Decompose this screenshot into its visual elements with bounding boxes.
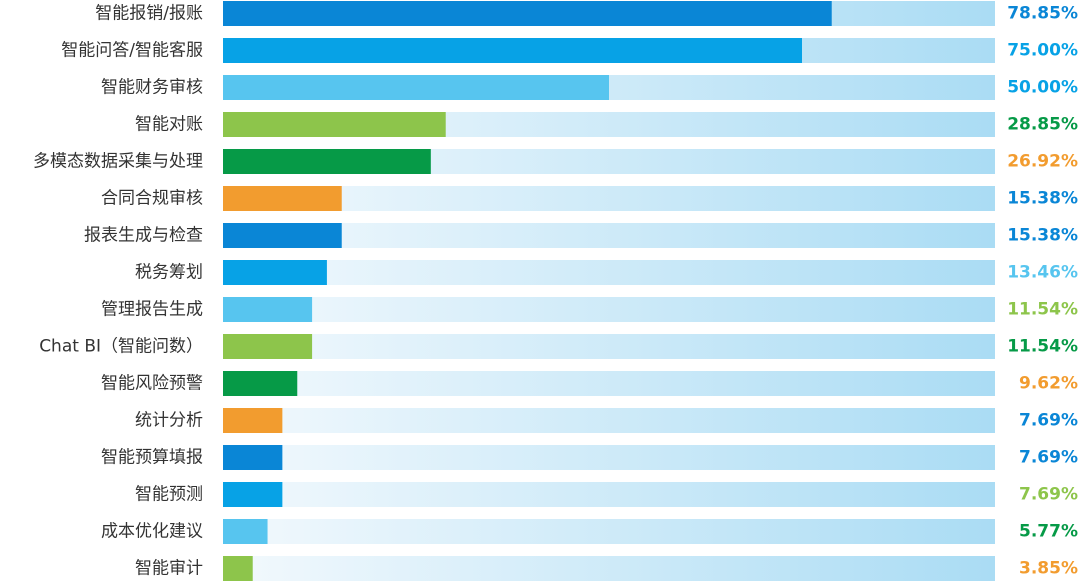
chart-rows: 智能报销/报账 78.85% 智能问答/智能客服 75.00% 智能财务审核 50.00%…	[33, 1, 1078, 581]
category-label: 成本优化建议	[101, 522, 203, 542]
category-label: 智能报销/报账	[95, 4, 203, 24]
value-label: 78.85%	[1007, 4, 1078, 24]
bar	[223, 297, 313, 322]
bar	[223, 371, 298, 396]
bar-track	[223, 519, 995, 544]
value-label: 9.62%	[1019, 374, 1078, 394]
category-label: 税务筹划	[135, 263, 203, 283]
bar-track	[223, 482, 995, 507]
category-label: 多模态数据采集与处理	[33, 152, 203, 172]
bar	[223, 334, 313, 359]
bar	[223, 445, 283, 470]
bar	[223, 38, 802, 63]
value-label: 7.69%	[1019, 411, 1078, 431]
bar	[223, 1, 832, 26]
bar-track	[223, 334, 995, 359]
bar-track	[223, 371, 995, 396]
category-label: 智能审计	[135, 559, 203, 579]
value-label: 11.54%	[1007, 300, 1078, 320]
value-label: 15.38%	[1007, 189, 1078, 209]
bar-track	[223, 445, 995, 470]
value-label: 11.54%	[1007, 337, 1078, 357]
bar	[223, 186, 342, 211]
category-label: 管理报告生成	[101, 300, 203, 320]
bar	[223, 112, 446, 137]
bar	[223, 149, 431, 174]
bar	[223, 260, 327, 285]
category-label: 智能财务审核	[101, 78, 203, 98]
bar	[223, 519, 268, 544]
value-label: 15.38%	[1007, 226, 1078, 246]
category-label: 统计分析	[135, 411, 203, 431]
value-label: 5.77%	[1019, 522, 1078, 542]
value-label: 26.92%	[1007, 152, 1078, 172]
bar-track	[223, 223, 995, 248]
category-label: 合同合规审核	[101, 189, 203, 209]
category-label: 智能风险预警	[101, 374, 203, 394]
value-label: 50.00%	[1007, 78, 1078, 98]
bar-track	[223, 556, 995, 581]
category-label: 智能对账	[135, 115, 203, 135]
value-label: 28.85%	[1007, 115, 1078, 135]
category-label: 智能问答/智能客服	[61, 41, 203, 61]
bar-track	[223, 186, 995, 211]
bar-track	[223, 297, 995, 322]
bar	[223, 223, 342, 248]
bar	[223, 482, 283, 507]
bar	[223, 556, 253, 581]
bar-track	[223, 408, 995, 433]
category-label: Chat BI（智能问数）	[39, 337, 203, 357]
value-label: 3.85%	[1019, 559, 1078, 579]
value-label: 13.46%	[1007, 263, 1078, 283]
bar	[223, 408, 283, 433]
bar	[223, 75, 609, 100]
category-label: 智能预算填报	[101, 448, 203, 468]
category-label: 智能预测	[135, 485, 203, 505]
value-label: 7.69%	[1019, 485, 1078, 505]
value-label: 7.69%	[1019, 448, 1078, 468]
bar-track	[223, 260, 995, 285]
category-label: 报表生成与检查	[84, 226, 203, 246]
value-label: 75.00%	[1007, 41, 1078, 61]
